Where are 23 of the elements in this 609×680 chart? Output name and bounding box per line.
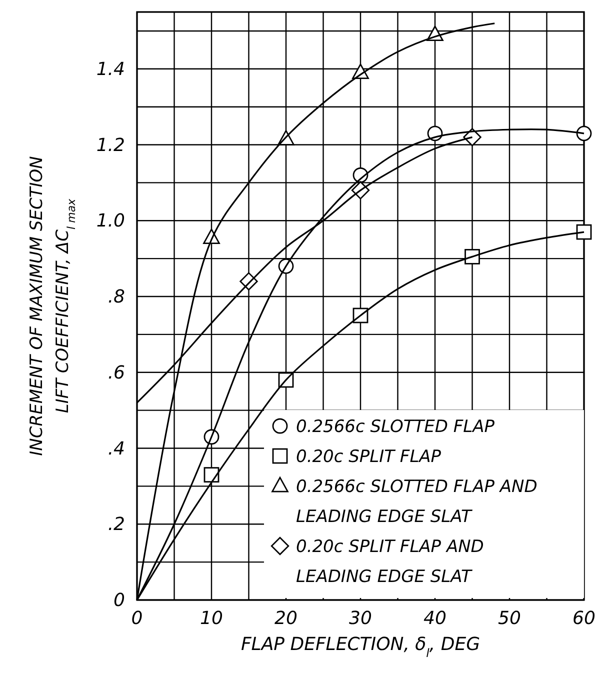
y-tick-label: 1.0 — [96, 210, 125, 232]
y-tick-label: 1.2 — [96, 134, 125, 156]
x-tick-label: 20 — [274, 608, 298, 629]
x-tick-label: 60 — [572, 608, 596, 629]
point — [576, 126, 592, 142]
legend-label: 0.20c SPLIT FLAP AND LEADING EDGE SLAT — [296, 537, 484, 587]
x-tick-label: 50 — [498, 608, 521, 629]
y-tick-label: .4 — [108, 438, 125, 460]
y-tick-label: .2 — [108, 514, 125, 536]
y-tick-label: 0 — [114, 590, 125, 611]
x-tick-label: 0 — [131, 608, 143, 629]
x-tick-label: 40 — [424, 608, 446, 629]
point — [204, 467, 220, 483]
x-axis-title: FLAP DEFLECTION, δ$_{l}$, DEG — [240, 634, 480, 660]
point — [576, 224, 592, 240]
y-tick-label: .6 — [108, 362, 125, 384]
x-tick-label: 10 — [200, 608, 223, 629]
y-tick-label: 1.4 — [96, 58, 125, 80]
y-tick-label: .8 — [108, 286, 125, 308]
legend-label: 0.2566c SLOTTED FLAP AND LEADING EDGE SLAT — [296, 477, 538, 527]
x-tick-label: 30 — [349, 608, 372, 629]
legend-label: 0.2566c SLOTTED FLAP — [296, 417, 496, 437]
legend-label: 0.20c SPLIT FLAP — [296, 447, 442, 467]
